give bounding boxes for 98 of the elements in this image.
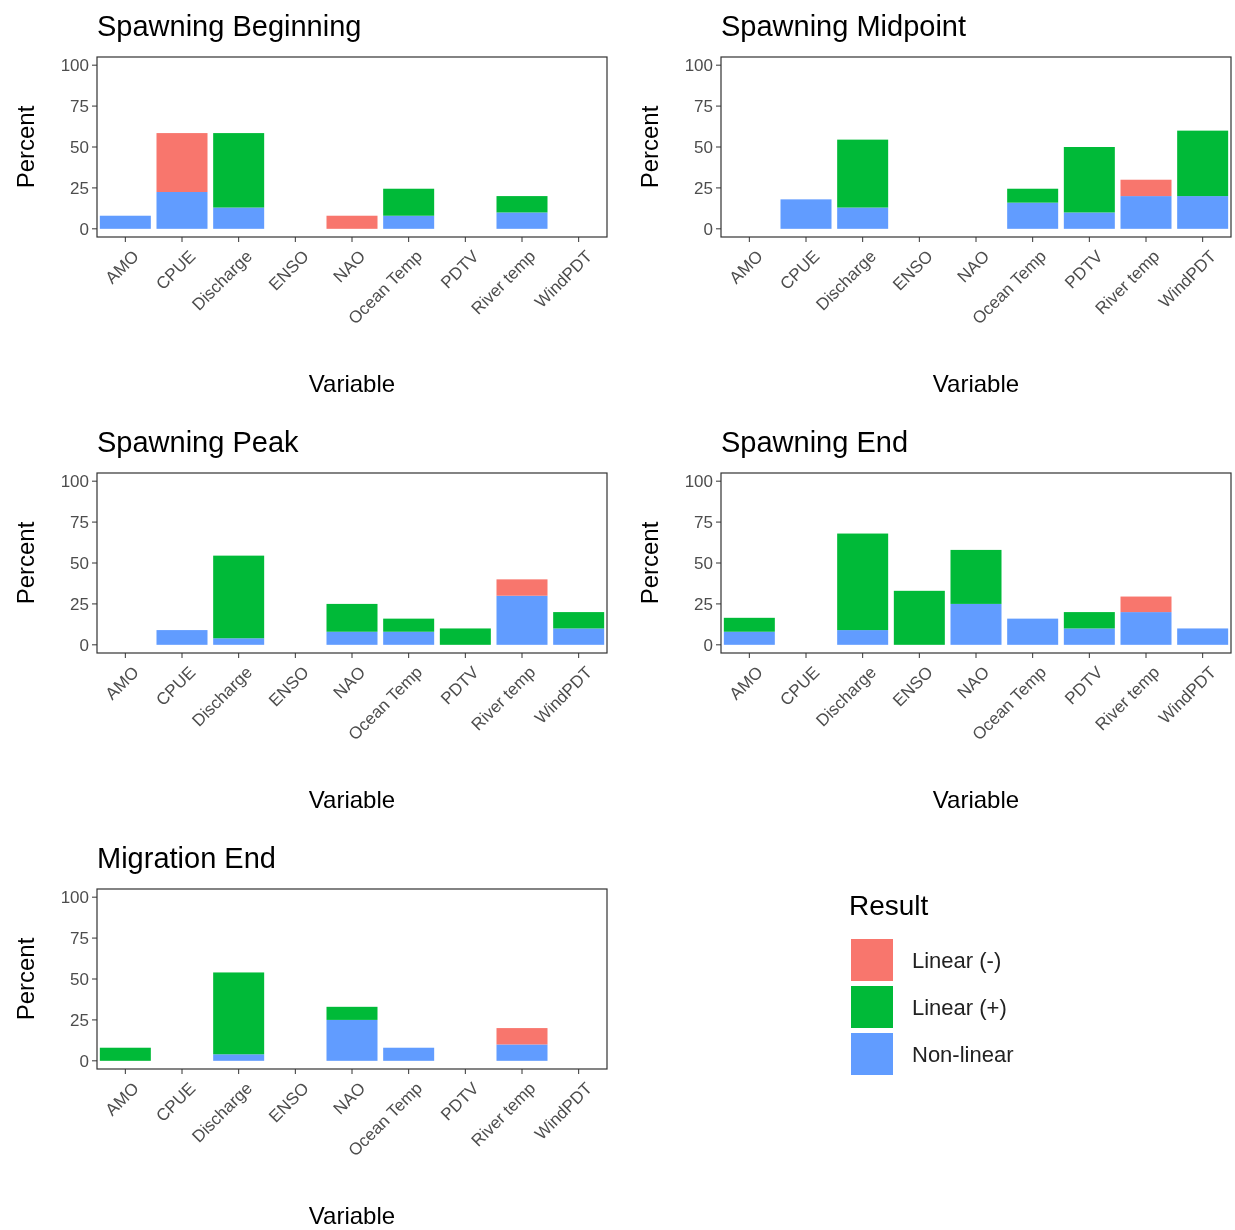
legend-label: Linear (-)	[912, 947, 1002, 973]
bar	[1063, 628, 1115, 645]
bar	[950, 549, 1002, 604]
y-tick-label: 0	[703, 219, 713, 239]
bar	[553, 612, 605, 629]
x-axis-title: Variable	[308, 370, 396, 397]
bar	[837, 139, 889, 208]
y-tick-label: 0	[79, 635, 89, 655]
x-axis-title: Variable	[308, 1202, 396, 1229]
bar	[213, 555, 265, 639]
x-axis-title: Variable	[932, 370, 1020, 397]
y-tick-label: 0	[703, 635, 713, 655]
y-tick-label: 50	[70, 553, 89, 573]
y-tick-label: 25	[70, 594, 89, 614]
bar	[326, 603, 378, 632]
bar	[1007, 202, 1059, 229]
bar	[837, 207, 889, 229]
y-axis-title: Percent	[12, 937, 39, 1021]
bar	[496, 212, 548, 229]
y-tick-label: 100	[684, 472, 713, 492]
y-tick-label: 50	[70, 137, 89, 157]
y-tick-label: 100	[60, 56, 89, 76]
chart-title: Spawning Peak	[97, 426, 300, 458]
bar	[326, 631, 378, 645]
y-tick-label: 75	[70, 929, 89, 949]
bar	[496, 196, 548, 213]
y-tick-label: 25	[70, 1010, 89, 1030]
y-axis-title: Percent	[636, 105, 663, 189]
bar	[213, 972, 265, 1055]
bar	[496, 1044, 548, 1061]
bar	[213, 207, 265, 229]
bar	[723, 617, 775, 632]
bar	[1063, 212, 1115, 229]
bar	[213, 133, 265, 208]
bar	[893, 590, 945, 645]
y-tick-label: 100	[684, 56, 713, 76]
y-tick-label: 25	[694, 594, 713, 614]
bar	[1063, 147, 1115, 213]
chart-title: Spawning End	[721, 426, 909, 458]
y-tick-label: 50	[70, 969, 89, 989]
chart-title: Spawning Beginning	[97, 10, 362, 42]
bar	[1120, 179, 1172, 197]
y-axis-title: Percent	[12, 521, 39, 605]
legend-title: Result	[849, 890, 929, 921]
y-tick-label: 0	[79, 1051, 89, 1071]
y-tick-label: 75	[694, 97, 713, 117]
bar	[439, 628, 491, 645]
bar	[553, 628, 605, 645]
bar	[383, 618, 435, 632]
y-axis-title: Percent	[636, 521, 663, 605]
y-axis-title: Percent	[12, 105, 39, 189]
bar	[326, 215, 378, 229]
bar	[1007, 618, 1059, 645]
y-tick-label: 50	[694, 553, 713, 573]
bar	[1120, 596, 1172, 613]
bar	[383, 1047, 435, 1061]
bar	[780, 199, 832, 229]
y-tick-label: 25	[694, 178, 713, 198]
y-tick-label: 100	[60, 888, 89, 908]
y-tick-label: 75	[70, 97, 89, 117]
bar	[1120, 612, 1172, 645]
y-tick-label: 100	[60, 472, 89, 492]
bar	[156, 192, 208, 229]
bar	[213, 1054, 265, 1061]
chart-title: Migration End	[97, 842, 276, 874]
x-axis-title: Variable	[932, 786, 1020, 813]
bar	[496, 595, 548, 645]
bar	[213, 638, 265, 645]
bar	[383, 188, 435, 216]
bar	[156, 630, 208, 645]
y-tick-label: 0	[79, 219, 89, 239]
y-tick-label: 75	[694, 513, 713, 533]
bar	[156, 133, 208, 192]
x-axis-title: Variable	[308, 786, 396, 813]
bar	[837, 630, 889, 645]
bar	[383, 631, 435, 645]
legend-label: Linear (+)	[912, 994, 1007, 1020]
bar	[1177, 196, 1229, 229]
bar	[99, 215, 151, 229]
chart-title: Spawning Midpoint	[721, 10, 967, 42]
legend-label: Non-linear	[912, 1041, 1014, 1067]
bar	[950, 603, 1002, 645]
bar	[496, 579, 548, 596]
bar	[1120, 196, 1172, 229]
bar	[496, 1028, 548, 1045]
bar	[1177, 628, 1229, 645]
bar	[1007, 188, 1059, 203]
bar	[383, 215, 435, 229]
bar	[1177, 130, 1229, 197]
bar	[326, 1006, 378, 1020]
y-tick-label: 75	[70, 513, 89, 533]
bar	[326, 1019, 378, 1061]
bar	[99, 1047, 151, 1061]
bar	[1063, 612, 1115, 629]
y-tick-label: 25	[70, 178, 89, 198]
bar	[723, 631, 775, 645]
y-tick-label: 50	[694, 137, 713, 157]
bar	[837, 533, 889, 631]
